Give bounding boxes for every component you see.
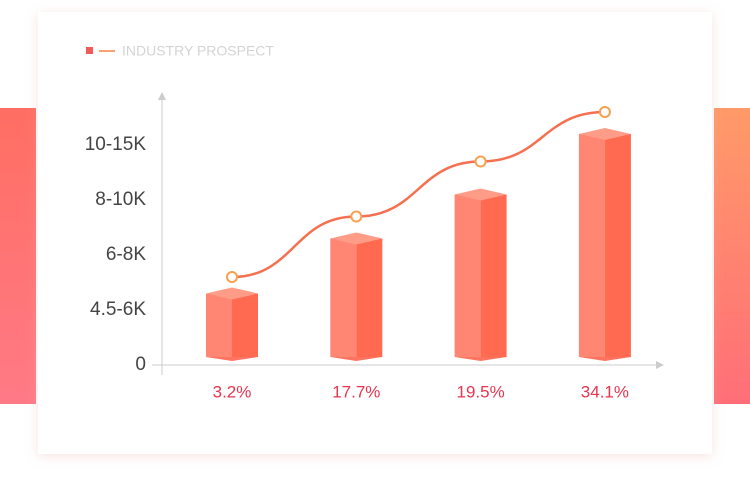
bar-front-left: [206, 293, 232, 357]
bar-top: [578, 128, 631, 140]
y-tick-label: 6-8K: [106, 244, 146, 265]
chart-title: INDUSTRY PROSPECT: [122, 43, 274, 59]
bar-bottom: [206, 357, 258, 361]
bar-front-left: [454, 194, 481, 357]
x-tick-label: 3.2%: [213, 382, 252, 401]
line-marker: [350, 210, 363, 223]
bar-front-right: [232, 293, 258, 357]
axis-arrow: [158, 92, 166, 100]
axis-arrow: [656, 361, 664, 369]
x-tick-label: 17.7%: [332, 382, 380, 401]
bar-front-right: [604, 134, 631, 357]
x-tick-label: 19.5%: [456, 382, 504, 401]
y-tick-label: 4.5-6K: [90, 299, 146, 320]
y-tick-label: 10-15K: [85, 134, 147, 155]
bar-bottom: [330, 357, 383, 361]
y-tick-label: 0: [135, 354, 146, 375]
legend-icon: [86, 47, 93, 54]
side-decoration: [0, 108, 36, 404]
trend-line: [231, 110, 605, 279]
bar-top: [330, 232, 383, 245]
x-tick-label: 34.1%: [581, 382, 629, 401]
line-marker: [226, 271, 238, 283]
line-marker: [598, 106, 611, 118]
bar-bottom: [578, 357, 631, 361]
bar-top: [206, 287, 258, 300]
bar-top: [454, 188, 507, 201]
bar-front-right: [480, 194, 507, 357]
bar-front-left: [578, 134, 605, 357]
side-decoration: [714, 108, 750, 404]
bar-bottom: [454, 357, 507, 361]
line-marker: [474, 155, 487, 168]
bar-front-right: [356, 238, 383, 357]
bar-front-left: [330, 238, 357, 357]
y-tick-label: 8-10K: [95, 189, 146, 210]
